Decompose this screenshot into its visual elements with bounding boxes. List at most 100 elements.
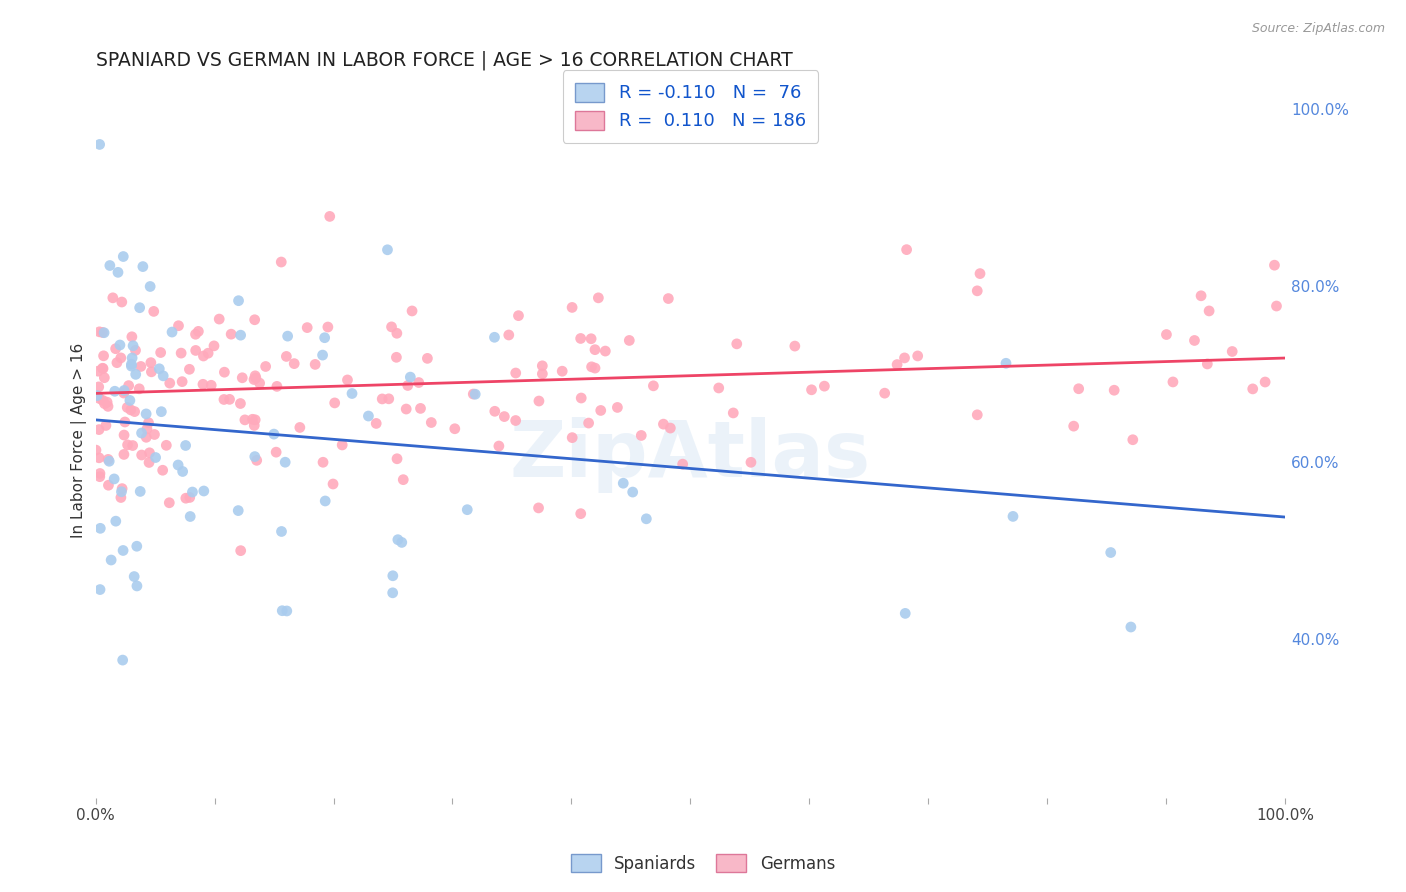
Point — [498, 328, 520, 343]
Point — [112, 543, 135, 558]
Point — [1198, 304, 1220, 318]
Point — [612, 476, 634, 491]
Point — [385, 451, 408, 466]
Point — [138, 446, 160, 460]
Point — [330, 438, 353, 452]
Point — [588, 291, 610, 305]
Point — [966, 284, 988, 298]
Point — [93, 397, 115, 411]
Point — [191, 377, 214, 392]
Point — [621, 485, 644, 500]
Point — [124, 404, 146, 418]
Point — [276, 604, 298, 618]
Point — [111, 653, 134, 667]
Point — [377, 243, 399, 257]
Point — [263, 427, 285, 442]
Point — [484, 330, 506, 344]
Point — [187, 324, 209, 338]
Point — [456, 502, 478, 516]
Point — [89, 392, 111, 406]
Point — [416, 351, 439, 366]
Point — [179, 509, 201, 524]
Point — [312, 455, 335, 469]
Point — [184, 343, 207, 358]
Point — [87, 364, 110, 378]
Point — [89, 325, 111, 339]
Point — [108, 338, 131, 352]
Point — [401, 304, 423, 318]
Point — [463, 387, 485, 401]
Point — [392, 473, 415, 487]
Point — [652, 417, 675, 431]
Point — [122, 339, 145, 353]
Point — [527, 500, 550, 515]
Point — [484, 404, 506, 418]
Point — [138, 416, 160, 430]
Point — [304, 358, 326, 372]
Point — [84, 443, 107, 458]
Point — [120, 359, 142, 373]
Point — [725, 336, 748, 351]
Point — [212, 392, 235, 407]
Point — [283, 357, 305, 371]
Point — [387, 533, 409, 547]
Point — [396, 378, 419, 392]
Point — [89, 137, 111, 152]
Point — [112, 447, 135, 461]
Y-axis label: In Labor Force | Age > 16: In Labor Force | Age > 16 — [72, 343, 87, 538]
Point — [184, 327, 207, 342]
Point — [464, 387, 486, 401]
Point — [91, 361, 114, 376]
Point — [254, 359, 277, 374]
Point — [179, 362, 201, 376]
Point — [101, 291, 124, 305]
Point — [672, 457, 695, 471]
Point — [121, 351, 143, 365]
Point — [378, 392, 401, 406]
Point — [93, 370, 115, 384]
Point — [581, 359, 603, 374]
Point — [606, 401, 628, 415]
Point — [112, 428, 135, 442]
Point — [1063, 419, 1085, 434]
Point — [569, 391, 592, 405]
Point — [357, 409, 380, 423]
Point — [336, 373, 359, 387]
Point — [813, 379, 835, 393]
Point — [87, 423, 110, 437]
Text: ZipAtlas: ZipAtlas — [510, 417, 870, 492]
Point — [583, 343, 606, 357]
Point — [322, 477, 344, 491]
Point — [104, 384, 127, 399]
Point — [125, 579, 148, 593]
Point — [139, 356, 162, 370]
Point — [366, 417, 388, 431]
Point — [179, 491, 201, 505]
Point — [323, 396, 346, 410]
Point — [111, 295, 134, 310]
Point — [128, 382, 150, 396]
Point — [112, 384, 135, 399]
Point — [314, 331, 336, 345]
Point — [657, 292, 679, 306]
Point — [118, 378, 141, 392]
Point — [707, 381, 730, 395]
Point — [886, 358, 908, 372]
Point — [1119, 620, 1142, 634]
Point — [167, 458, 190, 472]
Point — [266, 379, 288, 393]
Point — [107, 265, 129, 279]
Text: Source: ZipAtlas.com: Source: ZipAtlas.com — [1251, 22, 1385, 36]
Point — [371, 392, 394, 406]
Point — [121, 438, 143, 452]
Point — [583, 361, 606, 376]
Point — [505, 413, 527, 427]
Point — [111, 482, 134, 496]
Text: SPANIARD VS GERMAN IN LABOR FORCE | AGE > 16 CORRELATION CHART: SPANIARD VS GERMAN IN LABOR FORCE | AGE … — [96, 51, 793, 70]
Point — [1220, 344, 1243, 359]
Point — [172, 375, 194, 389]
Point — [659, 421, 682, 435]
Point — [155, 438, 177, 452]
Point — [125, 368, 148, 382]
Point — [125, 539, 148, 553]
